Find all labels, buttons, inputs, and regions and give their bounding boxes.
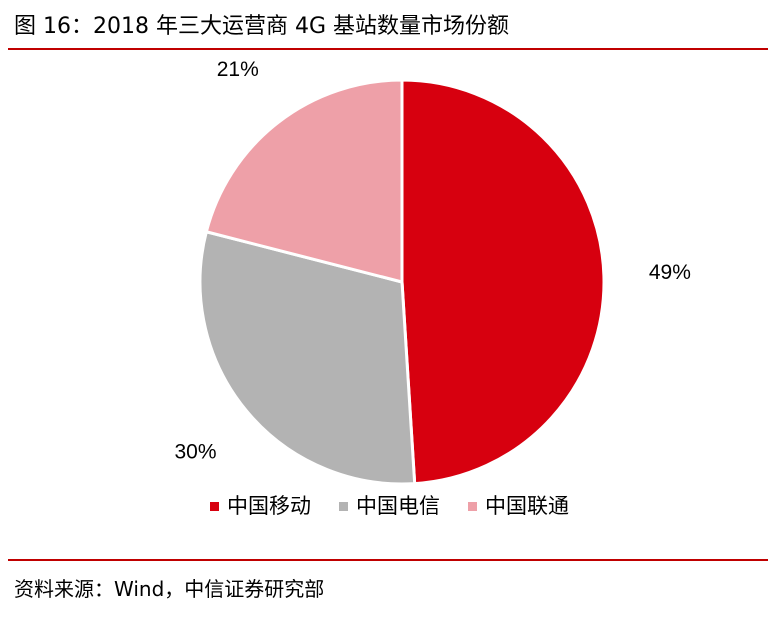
legend-item-3: 中国联通 <box>468 491 569 521</box>
legend-swatch <box>339 501 348 511</box>
legend-label: 中国电信 <box>356 494 440 518</box>
pie-slice-1 <box>400 78 606 486</box>
pie-data-label-1: 49% <box>649 261 691 284</box>
legend-label: 中国联通 <box>485 494 569 518</box>
legend-swatch <box>468 501 477 511</box>
bottom-divider <box>8 559 768 561</box>
pie-data-label-3: 21% <box>217 58 259 81</box>
source-note: 资料来源：Wind，中信证券研究部 <box>14 577 325 601</box>
legend-swatch <box>210 501 219 511</box>
pie-slice-3 <box>204 78 404 284</box>
pie-slice-2 <box>198 230 417 486</box>
pie-slices <box>198 78 606 486</box>
pie-data-labels: 49% 30% 21% <box>174 58 690 464</box>
top-divider <box>8 48 768 50</box>
chart-legend: 中国移动 中国电信 中国联通 <box>0 491 779 521</box>
legend-item-1: 中国移动 <box>210 491 311 521</box>
figure-title: 图 16：2018 年三大运营商 4G 基站数量市场份额 <box>14 14 510 39</box>
legend-label: 中国移动 <box>227 494 311 518</box>
legend-item-2: 中国电信 <box>339 491 440 521</box>
pie-data-label-2: 30% <box>174 440 216 463</box>
